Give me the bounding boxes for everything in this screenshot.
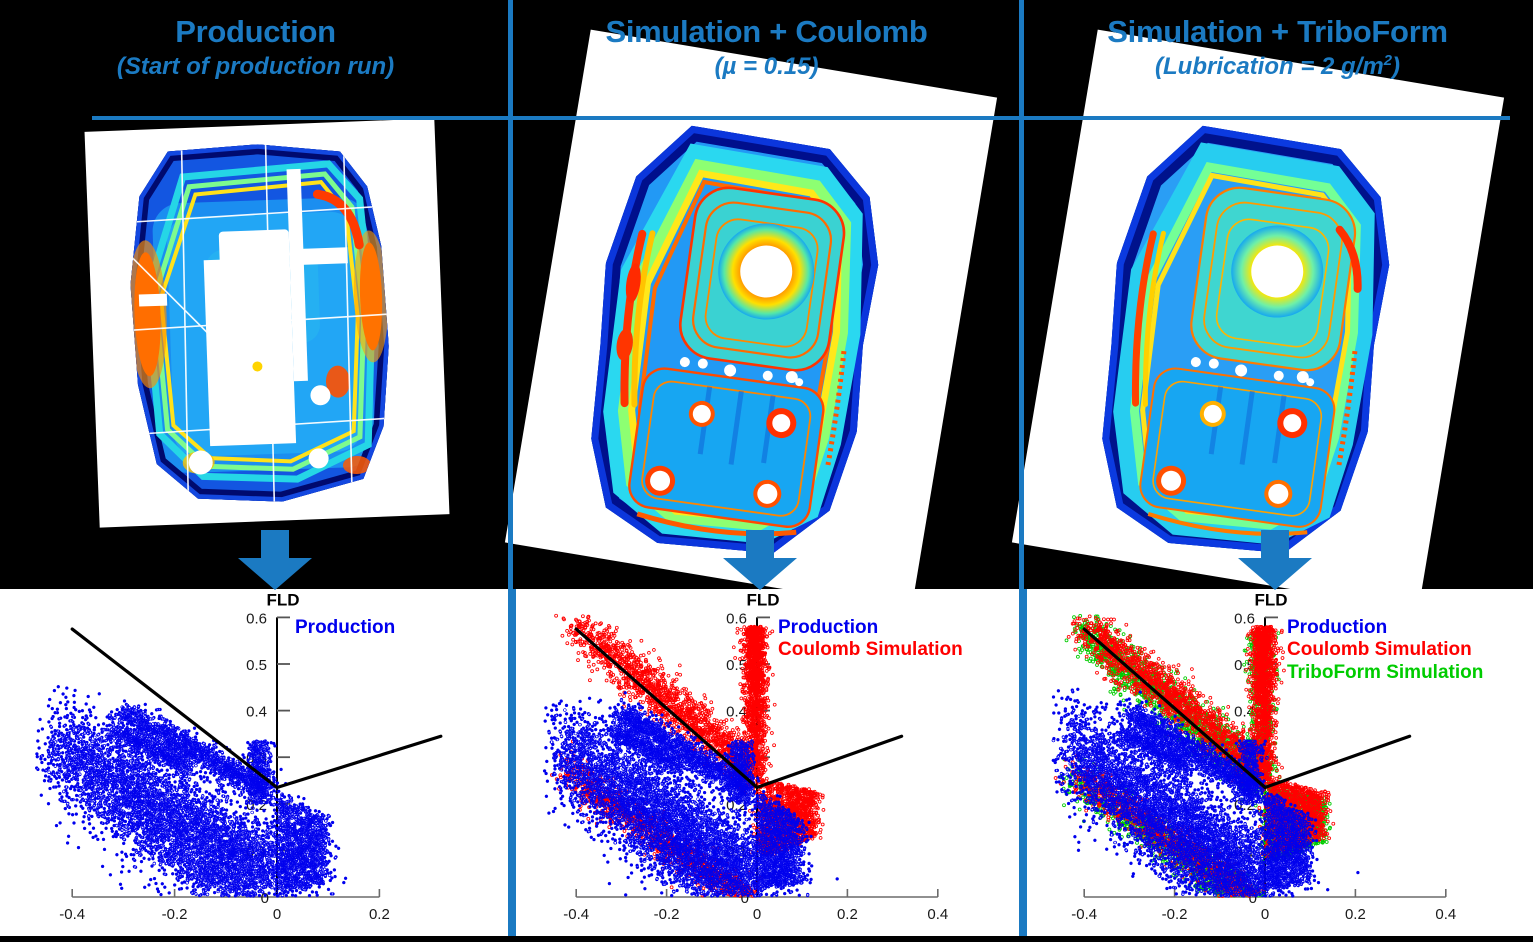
svg-text:-0.2: -0.2 bbox=[162, 906, 188, 923]
panel-subtitle-coulomb: (µ = 0.15) bbox=[715, 53, 819, 82]
down-arrow-production bbox=[232, 530, 318, 597]
header-divider bbox=[92, 116, 1510, 120]
legend-triboform: Production Coulomb Simulation TriboForm … bbox=[1287, 617, 1483, 684]
panel-title-triboform: Simulation + TriboForm bbox=[1107, 16, 1447, 49]
svg-text:0: 0 bbox=[1261, 906, 1269, 923]
svg-text:0.6: 0.6 bbox=[726, 610, 747, 627]
legend-item-triboform: TriboForm Simulation bbox=[1287, 662, 1483, 684]
panel-title-production: Production bbox=[175, 16, 336, 49]
title-cell-triboform: Simulation + TriboForm (Lubrication = 2 … bbox=[1022, 0, 1533, 118]
strain-map-production bbox=[89, 124, 450, 528]
strain-map-triboform bbox=[1049, 106, 1446, 579]
subtitle-text-triboform: (Lubrication = 2 g/m bbox=[1155, 53, 1384, 80]
legend-item-production: Production bbox=[1287, 617, 1483, 639]
title-cell-production: Production (Start of production run) bbox=[0, 0, 511, 118]
title-cell-coulomb: Simulation + Coulomb (µ = 0.15) bbox=[511, 0, 1022, 118]
down-arrow-coulomb bbox=[717, 530, 803, 597]
legend-item-coulomb: Coulomb Simulation bbox=[1287, 639, 1483, 661]
legend-item-production: Production bbox=[295, 617, 395, 639]
bottom-border bbox=[0, 936, 1533, 942]
svg-text:0.2: 0.2 bbox=[837, 906, 858, 923]
svg-text:0: 0 bbox=[273, 906, 281, 923]
svg-text:0.6: 0.6 bbox=[246, 610, 267, 627]
svg-text:0.6: 0.6 bbox=[1234, 610, 1255, 627]
svg-text:0.5: 0.5 bbox=[246, 657, 267, 674]
subtitle-close-triboform: ) bbox=[1392, 53, 1400, 80]
svg-text:-0.4: -0.4 bbox=[563, 906, 589, 923]
panel-subtitle-production: (Start of production run) bbox=[117, 53, 394, 82]
panel-subtitle-triboform: (Lubrication = 2 g/m2) bbox=[1155, 53, 1400, 82]
svg-text:0.4: 0.4 bbox=[927, 906, 948, 923]
subtitle-superscript-triboform: 2 bbox=[1384, 53, 1392, 69]
svg-text:-0.2: -0.2 bbox=[1162, 906, 1188, 923]
legend-item-production: Production bbox=[778, 617, 963, 639]
svg-text:0.4: 0.4 bbox=[1435, 906, 1456, 923]
legend-production: Production bbox=[295, 617, 395, 639]
svg-text:0.2: 0.2 bbox=[1345, 906, 1366, 923]
svg-text:-0.4: -0.4 bbox=[1071, 906, 1097, 923]
strain-map-coulomb bbox=[538, 106, 935, 579]
svg-text:0: 0 bbox=[753, 906, 761, 923]
down-arrow-triboform bbox=[1232, 530, 1318, 597]
legend-item-coulomb: Coulomb Simulation bbox=[778, 639, 963, 661]
svg-text:-0.4: -0.4 bbox=[59, 906, 85, 923]
column-divider-1 bbox=[508, 0, 513, 942]
panel-titles: Production (Start of production run) Sim… bbox=[0, 0, 1533, 118]
column-divider-2 bbox=[1019, 0, 1024, 942]
panel-title-coulomb: Simulation + Coulomb bbox=[605, 16, 927, 49]
svg-text:0.4: 0.4 bbox=[246, 704, 267, 721]
svg-text:-0.2: -0.2 bbox=[654, 906, 680, 923]
legend-coulomb: Production Coulomb Simulation bbox=[778, 617, 963, 662]
svg-text:0.2: 0.2 bbox=[369, 906, 390, 923]
